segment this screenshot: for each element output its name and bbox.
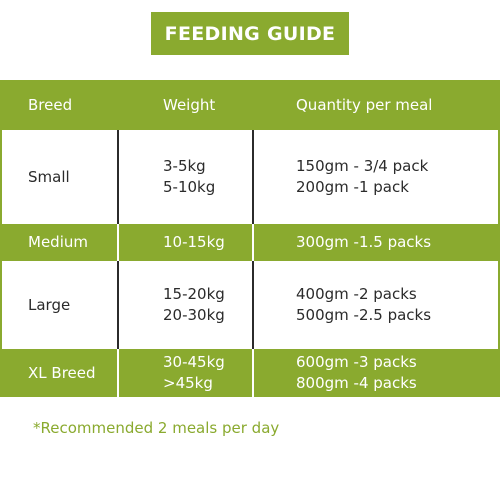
quantity-value: 600gm -3 packs — [296, 353, 417, 371]
title-banner: FEEDING GUIDE — [151, 12, 349, 55]
column-divider — [117, 224, 119, 261]
column-divider — [117, 349, 119, 397]
quantity-value: 200gm -1 pack — [296, 178, 409, 196]
weight-value: 3-5kg — [163, 157, 206, 175]
quantity-cell: 300gm -1.5 packs — [296, 224, 496, 261]
breed-cell: Medium — [28, 224, 128, 261]
quantity-cell: 600gm -3 packs 800gm -4 packs — [296, 349, 496, 397]
weight-value: 10-15kg — [163, 233, 225, 251]
weight-cell: 15-20kg 20-30kg — [163, 261, 273, 349]
weight-value: 20-30kg — [163, 306, 225, 324]
table-row-medium: Medium 10-15kg 300gm -1.5 packs — [0, 224, 500, 261]
breed-label: Large — [28, 295, 71, 314]
footnote: *Recommended 2 meals per day — [33, 419, 280, 437]
header-breed: Breed — [28, 95, 73, 114]
table-header-row: Breed Weight Quantity per meal — [0, 80, 500, 130]
weight-value: 15-20kg — [163, 285, 225, 303]
column-divider — [117, 261, 119, 349]
quantity-value: 400gm -2 packs — [296, 285, 417, 303]
table-row-large: Large 15-20kg 20-30kg 400gm -2 packs 500… — [2, 261, 498, 349]
breed-cell: Small — [28, 130, 128, 224]
column-divider — [252, 349, 254, 397]
table-row-xl: XL Breed 30-45kg >45kg 600gm -3 packs 80… — [0, 349, 500, 397]
breed-cell: XL Breed — [28, 349, 128, 397]
breed-label: XL Breed — [28, 363, 96, 382]
quantity-value: 500gm -2.5 packs — [296, 306, 432, 324]
weight-cell: 30-45kg >45kg — [163, 349, 273, 397]
quantity-value: 150gm - 3/4 pack — [296, 157, 429, 175]
quantity-value: 800gm -4 packs — [296, 374, 417, 392]
table-row-small: Small 3-5kg 5-10kg 150gm - 3/4 pack 200g… — [2, 130, 498, 224]
weight-cell: 10-15kg — [163, 224, 273, 261]
column-divider — [252, 261, 254, 349]
breed-label: Small — [28, 167, 70, 186]
quantity-value: 300gm -1.5 packs — [296, 233, 432, 251]
quantity-cell: 150gm - 3/4 pack 200gm -1 pack — [296, 130, 496, 224]
column-divider — [252, 224, 254, 261]
weight-value: 30-45kg — [163, 353, 225, 371]
page-title: FEEDING GUIDE — [164, 22, 336, 45]
breed-cell: Large — [28, 261, 128, 349]
quantity-cell: 400gm -2 packs 500gm -2.5 packs — [296, 261, 496, 349]
breed-label: Medium — [28, 233, 88, 251]
feeding-table: Breed Weight Quantity per meal Small 3-5… — [0, 80, 500, 397]
column-divider — [117, 130, 119, 224]
weight-cell: 3-5kg 5-10kg — [163, 130, 273, 224]
column-divider — [252, 130, 254, 224]
header-quantity: Quantity per meal — [296, 95, 433, 114]
weight-value: >45kg — [163, 374, 213, 392]
weight-value: 5-10kg — [163, 178, 216, 196]
header-weight: Weight — [163, 95, 216, 114]
